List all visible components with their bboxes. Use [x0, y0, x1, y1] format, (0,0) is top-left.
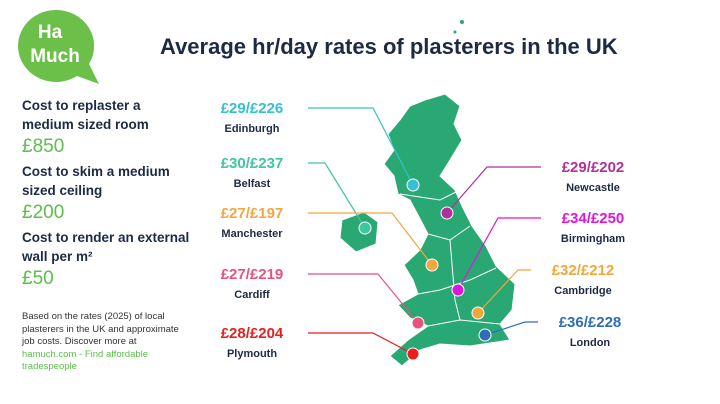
- northern-ireland: [339, 211, 379, 253]
- city-dot: [406, 347, 420, 361]
- city-rate: £30/£237: [221, 155, 284, 172]
- note: Based on the rates (2025) of local plast…: [22, 311, 182, 374]
- logo-bubble: [18, 9, 99, 84]
- logo-text: Ha: [38, 22, 63, 43]
- uk-map: [339, 20, 516, 367]
- leader-line: [308, 107, 414, 186]
- leader-line: [308, 212, 433, 266]
- region-border: [449, 239, 461, 321]
- leader-line: [484, 321, 538, 336]
- city-dot: [440, 206, 454, 220]
- region-border: [399, 191, 457, 201]
- city-name: Belfast: [234, 178, 271, 190]
- logo: Ha Much: [18, 9, 99, 84]
- leader-line: [477, 269, 531, 314]
- cost-value: £200: [22, 202, 65, 223]
- city-rate: £27/£219: [221, 266, 284, 283]
- city-rate: £34/£250: [562, 210, 625, 227]
- city-name: London: [570, 337, 611, 349]
- leader-line: [457, 217, 541, 291]
- city-rate: £32/£212: [552, 262, 615, 279]
- city-name: Cardiff: [234, 289, 270, 301]
- city-name: Manchester: [221, 228, 283, 240]
- city-name: Cambridge: [554, 285, 611, 297]
- city-dot: [411, 316, 425, 330]
- city-dot: [358, 221, 372, 235]
- costs: Cost to replaster a medium sized room £85…: [22, 96, 192, 294]
- city-dot: [471, 306, 485, 320]
- cost-label: Cost to render an external wall per m²: [22, 230, 190, 264]
- city-name: Plymouth: [227, 348, 277, 360]
- city-name: Newcastle: [566, 182, 620, 194]
- city-rate: £29/£202: [562, 159, 625, 176]
- city-dot: [406, 178, 420, 192]
- cost-label: Cost to skim a medium sized ceiling: [22, 164, 170, 198]
- title: Average hr/day rates of plasterers in th…: [160, 34, 618, 59]
- note-text: Based on the rates (2025) of local plast…: [22, 311, 179, 347]
- leader-line: [446, 166, 541, 214]
- leader-line: [308, 332, 414, 355]
- city-dot: [478, 328, 492, 342]
- cost-value: £50: [22, 268, 54, 289]
- city-rate: £27/£197: [221, 205, 284, 222]
- city-dot: [425, 258, 439, 272]
- leader-line: [308, 162, 366, 229]
- note-link[interactable]: hamuch.com - Find affordable tradespeopl…: [22, 348, 149, 373]
- cost-label: Cost to replaster a medium sized room: [22, 98, 149, 132]
- cost-value: £850: [22, 136, 65, 157]
- city-rate: £36/£228: [559, 314, 622, 331]
- city-dot: [451, 283, 465, 297]
- island: [460, 20, 464, 24]
- city-name: Birmingham: [561, 233, 625, 245]
- island: [453, 30, 457, 34]
- city-rate: £28/£204: [221, 325, 284, 342]
- logo-text: Much: [30, 46, 80, 67]
- great-britain: [383, 93, 516, 367]
- city-rate: £29/£226: [221, 100, 284, 117]
- city-name: Edinburgh: [225, 123, 280, 135]
- leader-line: [308, 273, 419, 324]
